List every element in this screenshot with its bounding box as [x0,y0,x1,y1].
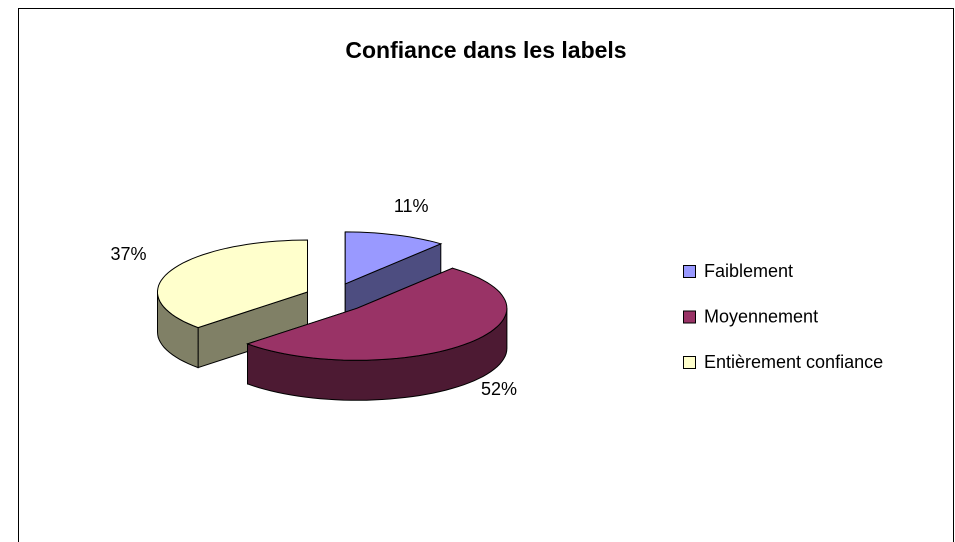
pie-slice [245,267,508,401]
data-label: 11% [394,196,429,216]
data-label: 52% [481,379,517,399]
legend-label: Entièrement confiance [704,352,883,372]
data-label: 37% [110,244,146,264]
slice-top [344,231,443,285]
pie: 11% 52% 37% [110,196,517,401]
chart-title: Confiance dans les labels [345,37,626,63]
legend-swatch [683,310,696,324]
legend-label: Faiblement [704,261,793,281]
legend-swatch [683,265,696,278]
legend-label: Moyennement [704,306,818,326]
legend-swatch [683,356,696,369]
slice-top [245,267,508,361]
chart-frame [18,8,954,542]
pie-slice [157,239,308,369]
slice-top [157,239,308,329]
legend: Faiblement Moyennement Entièrement confian… [683,261,883,372]
